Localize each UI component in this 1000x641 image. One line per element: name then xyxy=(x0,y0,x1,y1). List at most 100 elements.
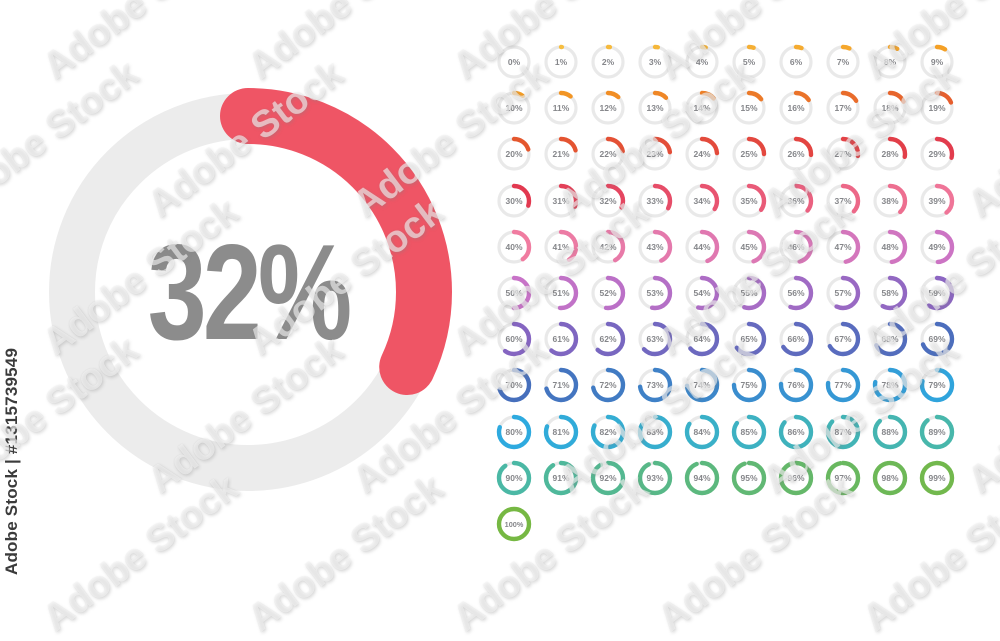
percentage-donut-item: 98% xyxy=(866,455,913,501)
small-donut-label: 65% xyxy=(740,334,757,344)
small-donut-chart: 99% xyxy=(919,460,954,495)
small-donut-arc xyxy=(637,460,672,495)
small-donut-arc xyxy=(684,183,719,218)
small-donut-chart: 89% xyxy=(919,414,954,449)
small-donut-arc xyxy=(778,44,813,80)
small-donut-chart: 2% xyxy=(590,44,625,80)
small-donut-arc xyxy=(872,91,907,126)
small-donut-label: 5% xyxy=(742,57,755,67)
small-donut-arc xyxy=(919,183,954,218)
small-donut-label: 43% xyxy=(646,242,663,252)
percentage-donut-item: 64% xyxy=(678,316,725,362)
small-donut-arc xyxy=(496,414,531,449)
small-donut-arc xyxy=(731,229,766,265)
percentage-donut-item: 62% xyxy=(584,316,631,362)
small-donut-label: 83% xyxy=(646,427,663,437)
small-donut-arc xyxy=(590,414,625,449)
small-donut-arc xyxy=(778,275,813,311)
small-donut-chart: 83% xyxy=(637,414,672,449)
percentage-donut-item: 23% xyxy=(631,131,678,177)
small-donut-chart: 96% xyxy=(778,460,813,495)
small-donut-chart: 71% xyxy=(543,368,578,403)
small-donut-arc xyxy=(919,229,954,265)
percentage-donut-item: 4% xyxy=(678,39,725,85)
percentage-donut-item: 37% xyxy=(819,178,866,224)
small-donut-label: 89% xyxy=(928,427,945,437)
small-donut-arc xyxy=(872,275,907,311)
small-donut-arc xyxy=(590,460,625,495)
percentage-donut-item: 75% xyxy=(725,362,772,408)
small-donut-chart: 51% xyxy=(543,275,578,311)
small-donut-arc xyxy=(543,368,578,403)
percentage-donut-item: 14% xyxy=(678,85,725,131)
small-donut-chart: 27% xyxy=(825,137,860,172)
small-donut-arc xyxy=(872,368,907,403)
small-donut-label: 31% xyxy=(552,196,569,206)
small-donut-arc xyxy=(825,368,860,403)
small-donut-chart: 34% xyxy=(684,183,719,218)
small-donut-chart: 19% xyxy=(919,91,954,126)
percentage-donut-item: 63% xyxy=(631,316,678,362)
small-donut-chart: 12% xyxy=(590,91,625,126)
small-donut-arc xyxy=(872,229,907,265)
percentage-donut-item: 94% xyxy=(678,455,725,501)
small-donut-label: 1% xyxy=(554,57,567,67)
percentage-donut-item: 28% xyxy=(866,131,913,177)
small-donut-chart: 77% xyxy=(825,368,860,403)
small-donut-label: 27% xyxy=(834,149,851,159)
hero-percentage-label: 32% xyxy=(147,216,353,368)
small-donut-arc xyxy=(872,44,907,80)
small-donut-chart: 73% xyxy=(637,368,672,403)
small-donut-chart: 60% xyxy=(496,322,531,357)
small-donut-label: 6% xyxy=(789,57,802,67)
small-donut-arc xyxy=(731,368,766,403)
small-donut-label: 32% xyxy=(599,196,616,206)
small-donut-label: 63% xyxy=(646,334,663,344)
small-donut-arc xyxy=(919,414,954,449)
percentage-donut-item: 26% xyxy=(772,131,819,177)
percentage-donut-item: 99% xyxy=(913,455,960,501)
small-donut-chart: 11% xyxy=(543,91,578,126)
small-donut-arc xyxy=(825,229,860,265)
percentage-donut-item: 71% xyxy=(537,362,584,408)
small-donut-chart: 84% xyxy=(684,414,719,449)
small-donut-chart: 24% xyxy=(684,137,719,172)
percentage-donut-item: 5% xyxy=(725,39,772,85)
small-donut-label: 18% xyxy=(881,103,898,113)
small-donut-chart: 63% xyxy=(637,322,672,357)
small-donut-chart: 8% xyxy=(872,44,907,80)
small-donut-arc xyxy=(778,368,813,403)
small-donut-arc xyxy=(637,183,672,218)
small-donut-label: 66% xyxy=(787,334,804,344)
small-donut-label: 8% xyxy=(883,57,896,67)
small-donut-arc xyxy=(496,275,531,311)
percentage-donut-item: 17% xyxy=(819,85,866,131)
small-donut-arc xyxy=(825,91,860,126)
small-donut-label: 71% xyxy=(552,380,569,390)
small-donut-arc xyxy=(543,137,578,172)
percentage-donut-item: 87% xyxy=(819,409,866,455)
small-donut-chart: 80% xyxy=(496,414,531,449)
small-donut-label: 26% xyxy=(787,149,804,159)
hero-donut-chart xyxy=(44,88,452,496)
small-donut-label: 72% xyxy=(599,380,616,390)
small-donut-chart: 100% xyxy=(496,506,531,542)
small-donut-chart: 35% xyxy=(731,183,766,218)
small-donut-chart: 55% xyxy=(731,275,766,311)
small-donut-label: 79% xyxy=(928,380,945,390)
small-donut-arc xyxy=(919,137,954,172)
small-donut-chart: 47% xyxy=(825,229,860,265)
percentage-donut-item: 84% xyxy=(678,409,725,455)
stock-credit-text: Adobe Stock | #1315739549 xyxy=(2,347,21,575)
small-donut-label: 56% xyxy=(787,288,804,298)
watermark-text: Adobe Stock xyxy=(960,52,1000,226)
percentage-donut-item: 93% xyxy=(631,455,678,501)
small-donut-arc xyxy=(825,460,860,495)
small-donut-chart: 29% xyxy=(919,137,954,172)
small-donut-chart: 32% xyxy=(590,183,625,218)
small-donut-label: 46% xyxy=(787,242,804,252)
small-donut-label: 75% xyxy=(740,380,757,390)
percentage-donut-item: 39% xyxy=(913,178,960,224)
small-donut-label: 25% xyxy=(740,149,757,159)
percentage-donut-item: 35% xyxy=(725,178,772,224)
